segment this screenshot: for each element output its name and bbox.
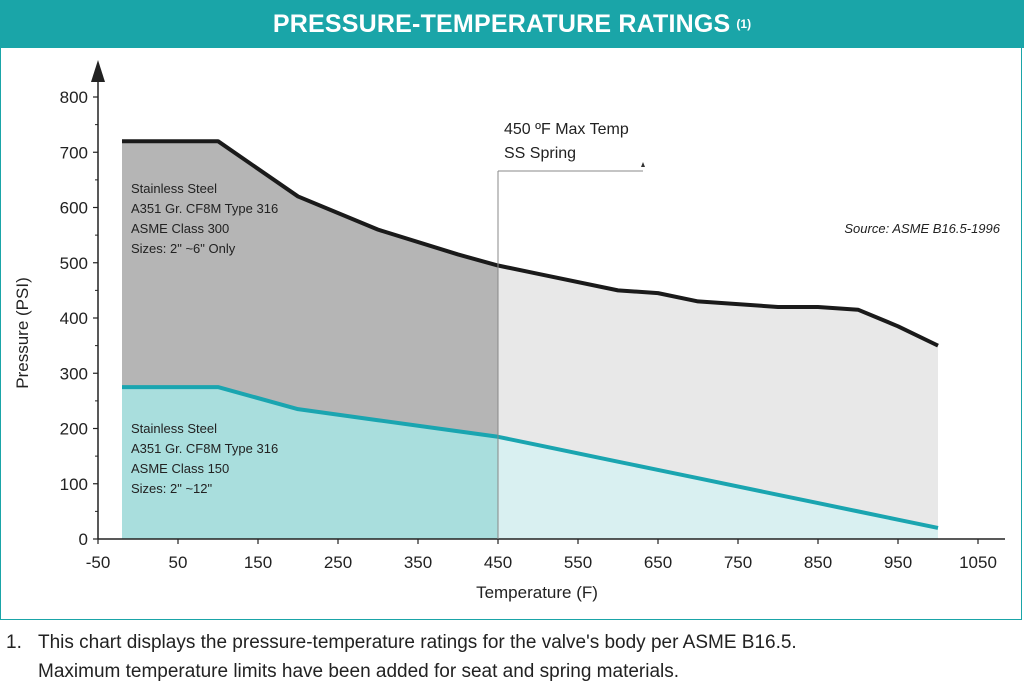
x-tick-label: 850	[804, 553, 832, 572]
chart-axes: 0 100 200 300 400 500 600 700 800 -50 50 150 250 350 4…	[60, 60, 1005, 572]
footnote-line-1: This chart displays the pressure-tempera…	[38, 632, 797, 653]
max-temp-label-line1: 450 ºF Max Temp	[504, 121, 629, 138]
series-2-label-line2: A351 Gr. CF8M Type 316	[131, 441, 278, 456]
pressure-temperature-chart: 0 100 200 300 400 500 600 700 800 -50 50 150 250 350 4…	[13, 60, 1005, 602]
y-tick-label: 100	[60, 475, 88, 494]
chart-lines	[122, 139, 939, 530]
x-tick-label: 650	[644, 553, 672, 572]
series-1-label-line3: ASME Class 300	[131, 221, 229, 236]
series-2-line	[122, 385, 939, 530]
y-tick-label: 300	[60, 364, 88, 383]
x-tick-label: 250	[324, 553, 352, 572]
y-tick-label: 500	[60, 254, 88, 273]
y-tick-label: 0	[79, 530, 88, 549]
source-note: Source: ASME B16.5-1996	[844, 221, 1000, 236]
x-tick-label: -50	[86, 553, 111, 572]
chart-frame	[0, 48, 1022, 620]
x-tick-label: 750	[724, 553, 752, 572]
series-2-label-line3: ASME Class 150	[131, 461, 229, 476]
class300-area-left	[122, 141, 498, 437]
x-tick-label: 350	[404, 553, 432, 572]
y-axis-arrowhead	[91, 60, 105, 82]
footnote-line-2: Maximum temperature limits have been add…	[38, 661, 680, 682]
series-2-label-line1: Stainless Steel	[131, 421, 217, 436]
x-tick-label: 1050	[959, 553, 997, 572]
x-tick-label: 150	[244, 553, 272, 572]
chart-annotations	[497, 162, 645, 539]
x-tick-label: 450	[484, 553, 512, 572]
y-tick-label: 800	[60, 88, 88, 107]
x-tick-label: 550	[564, 553, 592, 572]
series-1-label-line2: A351 Gr. CF8M Type 316	[131, 201, 278, 216]
y-tick-label: 700	[60, 143, 88, 162]
series-2-label-line4: Sizes: 2" ~12"	[131, 481, 213, 496]
chart-header: PRESSURE-TEMPERATURE RATINGS (1)	[0, 0, 1024, 48]
class300-area-right	[498, 265, 938, 528]
y-axis-label: Pressure (PSI)	[13, 277, 32, 388]
x-axis-label: Temperature (F)	[476, 583, 598, 602]
class150-area-right	[498, 436, 938, 539]
footnote-number: 1.	[6, 632, 22, 653]
series-1-line	[122, 139, 939, 348]
y-tick-label: 200	[60, 420, 88, 439]
chart-title-footnote-ref: (1)	[736, 17, 752, 31]
x-tick-label: 950	[884, 553, 912, 572]
y-tick-label: 400	[60, 309, 88, 328]
max-temp-arrowhead	[641, 162, 645, 167]
series-1-label-line1: Stainless Steel	[131, 181, 217, 196]
x-tick-label: 50	[169, 553, 188, 572]
max-temp-label-line2: SS Spring	[504, 145, 576, 162]
chart-title: PRESSURE-TEMPERATURE RATINGS	[272, 9, 731, 38]
series-1-label-line4: Sizes: 2" ~6" Only	[131, 241, 236, 256]
y-tick-label: 600	[60, 199, 88, 218]
